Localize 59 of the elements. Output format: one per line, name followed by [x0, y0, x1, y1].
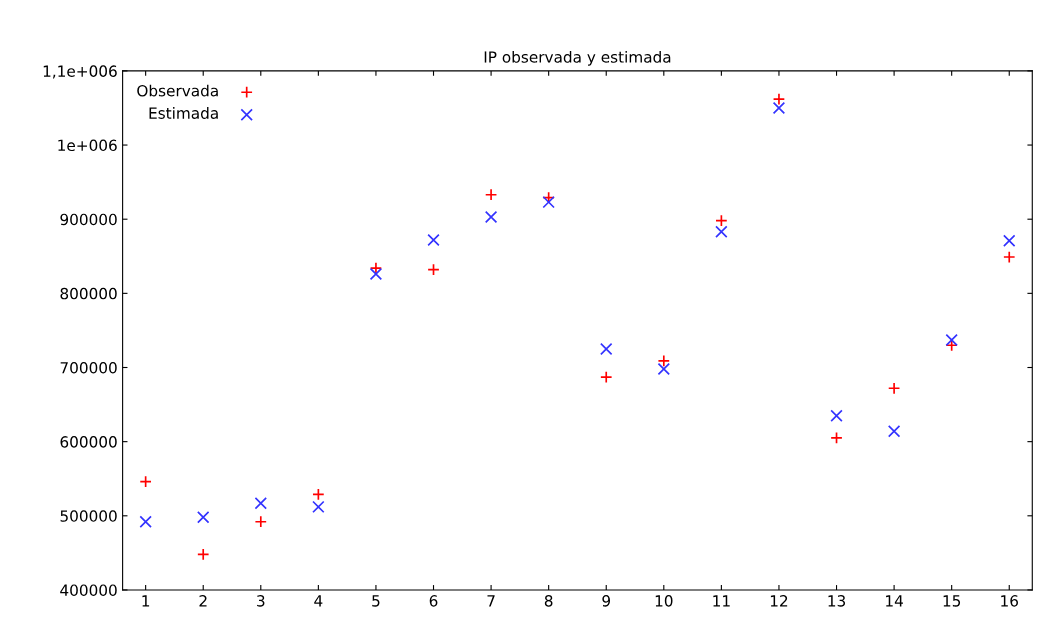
x-tick-label: 6: [429, 595, 438, 607]
x-tick-label: 10: [655, 595, 673, 607]
point: [139, 515, 152, 528]
x-tick-label: 8: [544, 595, 553, 607]
point: [369, 261, 383, 275]
x-tick-label: 7: [487, 595, 495, 607]
point: [715, 214, 728, 227]
point: [254, 515, 268, 528]
point: [369, 267, 383, 281]
y-tick-label: 500000: [60, 510, 117, 522]
point: [1003, 250, 1016, 264]
point: [657, 362, 671, 376]
x-tick-label: 9: [602, 595, 611, 607]
point: [484, 210, 498, 224]
y-tick-label: 400000: [60, 584, 117, 596]
point: [197, 511, 210, 524]
x-tick-label: 1: [142, 595, 150, 607]
x-tick-label: 2: [199, 595, 207, 607]
point: [1003, 234, 1016, 247]
point: [427, 233, 440, 247]
point: [830, 409, 843, 422]
point: [312, 488, 325, 501]
point: [772, 101, 786, 115]
x-tick-label: 13: [828, 595, 846, 607]
point: [945, 333, 958, 347]
point: [254, 496, 268, 510]
point: [945, 339, 958, 352]
y-tick-label: 700000: [60, 361, 117, 374]
x-tick-label: 5: [372, 595, 380, 607]
point: [772, 92, 786, 106]
point: [887, 382, 901, 395]
point: [312, 500, 325, 514]
y-tick-label: 800000: [60, 287, 117, 300]
point: [542, 195, 555, 209]
chart-title: IP observada y estimada: [484, 50, 671, 66]
y-tick-label: 900000: [60, 213, 117, 226]
point: [600, 342, 613, 356]
y-tick-label: 1,1e+006: [43, 65, 117, 79]
x-tick-label: 12: [770, 595, 788, 607]
x-tick-label: 4: [314, 595, 323, 607]
y-tick-label: 600000: [60, 436, 117, 448]
x-tick-label: 3: [257, 595, 265, 607]
point: [830, 431, 843, 445]
point: [427, 263, 440, 276]
point: [484, 188, 498, 201]
x-tick-label: 11: [713, 595, 730, 607]
point: [657, 354, 671, 368]
x-tick-label: 16: [1001, 595, 1019, 607]
x-tick-label: 15: [943, 595, 961, 607]
y-tick-label: 1e+006: [58, 139, 117, 152]
x-tick-label: 14: [886, 595, 903, 607]
legend-label: Observada: [137, 84, 218, 97]
point: [887, 425, 901, 438]
legend-label: Estimada: [149, 107, 218, 119]
point: [197, 548, 210, 561]
point: [139, 475, 152, 488]
point: [542, 191, 555, 204]
point: [715, 225, 728, 239]
point: [600, 370, 613, 384]
